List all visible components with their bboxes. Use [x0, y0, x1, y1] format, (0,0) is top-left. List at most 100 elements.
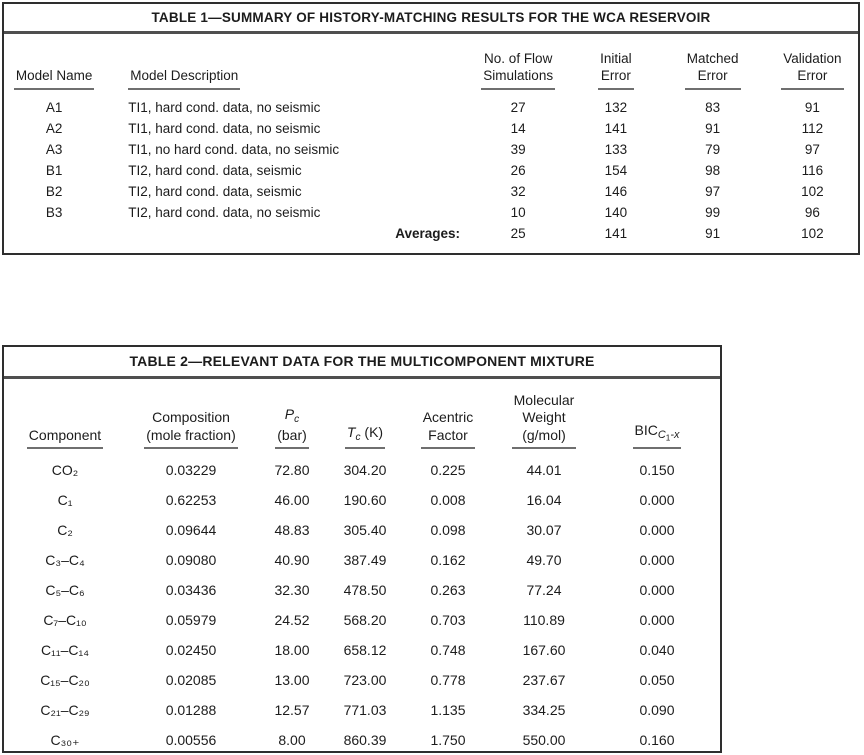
column-header-acentric-factor: Acentric Factor	[402, 379, 494, 455]
cell-critical-temperature: 658.12	[343, 642, 387, 658]
cell-validation-error: 116	[801, 163, 824, 178]
cell-critical-pressure: 24.52	[274, 612, 310, 628]
cell-model-name: A3	[45, 142, 63, 157]
cell-model-description: TI2, hard cond. data, seismic	[128, 163, 302, 178]
column-header-critical-pressure: Pc (bar)	[256, 379, 328, 455]
column-header-model-name: Model Name	[4, 34, 104, 97]
table-row: C₁₅–C₂₀ 0.02085 13.00 723.00 0.778 237.6…	[4, 665, 720, 695]
table-row: C₃–C₄ 0.09080 40.90 387.49 0.162 49.70 0…	[4, 545, 720, 575]
cell-flow-simulations: 10	[510, 205, 526, 220]
cell-average-initial-error: 141	[604, 226, 628, 241]
cell-bic: 0.090	[639, 702, 675, 718]
cell-initial-error: 132	[604, 100, 628, 115]
cell-molecular-weight: 237.67	[522, 672, 566, 688]
cell-component: C₁	[57, 492, 73, 508]
column-header-molecular-weight: Molecular Weight (g/mol)	[494, 379, 594, 455]
cell-critical-temperature: 305.40	[343, 522, 387, 538]
table-1-header-row: Model Name Model Description No. of Flow…	[4, 34, 858, 97]
cell-component: CO₂	[51, 462, 79, 478]
cell-composition: 0.03229	[165, 462, 217, 478]
cell-model-description: TI1, no hard cond. data, no seismic	[128, 142, 340, 157]
cell-composition: 0.00556	[165, 732, 217, 748]
cell-matched-error: 79	[705, 142, 721, 157]
cell-bic: 0.000	[639, 582, 675, 598]
cell-matched-error: 91	[705, 121, 721, 136]
column-header-flow-simulations: No. of Flow Simulations	[463, 34, 573, 97]
cell-model-name: A1	[45, 100, 63, 115]
history-matching-table: TABLE 1—SUMMARY OF HISTORY-MATCHING RESU…	[2, 2, 860, 255]
cell-molecular-weight: 44.01	[526, 462, 562, 478]
table-2-body: CO₂ 0.03229 72.80 304.20 0.225 44.01 0.1…	[4, 455, 720, 755]
cell-acentric-factor: 0.703	[430, 612, 466, 628]
column-header-composition: Composition (mole fraction)	[126, 379, 256, 455]
column-header-matched-error: Matched Error	[659, 34, 767, 97]
cell-flow-simulations: 32	[510, 184, 526, 199]
cell-component: C₁₁–C₁₄	[41, 642, 89, 658]
cell-molecular-weight: 30.07	[526, 522, 562, 538]
cell-critical-temperature: 723.00	[343, 672, 387, 688]
cell-bic: 0.000	[639, 492, 675, 508]
cell-validation-error: 112	[801, 121, 824, 136]
cell-composition: 0.05979	[165, 612, 217, 628]
cell-initial-error: 133	[604, 142, 628, 157]
table-1-grid: Model Name Model Description No. of Flow…	[4, 34, 858, 244]
cell-critical-pressure: 13.00	[274, 672, 310, 688]
cell-model-description: TI2, hard cond. data, seismic	[128, 184, 302, 199]
cell-bic: 0.050	[639, 672, 675, 688]
table-row: C₅–C₆ 0.03436 32.30 478.50 0.263 77.24 0…	[4, 575, 720, 605]
cell-flow-simulations: 39	[510, 142, 526, 157]
cell-bic: 0.040	[639, 642, 675, 658]
cell-initial-error: 146	[604, 184, 628, 199]
cell-critical-temperature: 568.20	[343, 612, 387, 628]
cell-model-description: TI1, hard cond. data, no seismic	[128, 121, 321, 136]
cell-critical-pressure: 40.90	[274, 552, 310, 568]
cell-acentric-factor: 0.008	[430, 492, 466, 508]
cell-acentric-factor: 0.778	[430, 672, 466, 688]
table-row: CO₂ 0.03229 72.80 304.20 0.225 44.01 0.1…	[4, 455, 720, 485]
cell-flow-simulations: 26	[510, 163, 526, 178]
cell-critical-temperature: 478.50	[343, 582, 387, 598]
cell-acentric-factor: 1.750	[430, 732, 466, 748]
cell-acentric-factor: 1.135	[430, 702, 466, 718]
cell-critical-pressure: 18.00	[274, 642, 310, 658]
cell-initial-error: 140	[604, 205, 628, 220]
table-2-title: TABLE 2—RELEVANT DATA FOR THE MULTICOMPO…	[4, 347, 720, 379]
cell-critical-temperature: 387.49	[343, 552, 387, 568]
cell-bic: 0.000	[639, 612, 675, 628]
cell-acentric-factor: 0.263	[430, 582, 466, 598]
table-row: B2 TI2, hard cond. data, seismic 32 146 …	[4, 181, 858, 202]
cell-matched-error: 98	[705, 163, 721, 178]
cell-validation-error: 91	[804, 100, 820, 115]
table-1-averages-section: Averages: 25 141 91 102	[4, 223, 858, 244]
cell-initial-error: 141	[604, 121, 628, 136]
cell-critical-temperature: 771.03	[343, 702, 387, 718]
cell-molecular-weight: 49.70	[526, 552, 562, 568]
column-header-validation-error: Validation Error	[767, 34, 858, 97]
cell-component: C₇–C₁₀	[43, 612, 87, 628]
table-1-title: TABLE 1—SUMMARY OF HISTORY-MATCHING RESU…	[4, 4, 858, 34]
cell-composition: 0.09644	[165, 522, 217, 538]
cell-bic: 0.000	[639, 552, 675, 568]
table-row: C₂ 0.09644 48.83 305.40 0.098 30.07 0.00…	[4, 515, 720, 545]
cell-composition: 0.03436	[165, 582, 217, 598]
cell-critical-temperature: 304.20	[343, 462, 387, 478]
cell-critical-pressure: 32.30	[274, 582, 310, 598]
averages-row: Averages: 25 141 91 102	[4, 223, 858, 244]
cell-critical-temperature: 860.39	[343, 732, 387, 748]
cell-composition: 0.62253	[165, 492, 217, 508]
table-1-body: A1 TI1, hard cond. data, no seismic 27 1…	[4, 97, 858, 223]
cell-molecular-weight: 334.25	[522, 702, 566, 718]
averages-label: Averages:	[395, 226, 461, 241]
cell-acentric-factor: 0.748	[430, 642, 466, 658]
cell-validation-error: 96	[804, 205, 820, 220]
cell-initial-error: 154	[604, 163, 628, 178]
table-row: C₁ 0.62253 46.00 190.60 0.008 16.04 0.00…	[4, 485, 720, 515]
cell-average-matched-error: 91	[705, 226, 721, 241]
cell-model-name: B2	[45, 184, 63, 199]
multicomponent-mixture-table: TABLE 2—RELEVANT DATA FOR THE MULTICOMPO…	[2, 345, 722, 753]
cell-model-name: B1	[45, 163, 63, 178]
cell-bic: 0.160	[639, 732, 675, 748]
cell-acentric-factor: 0.098	[430, 522, 466, 538]
column-header-component: Component	[4, 379, 126, 455]
cell-empty	[4, 223, 104, 244]
